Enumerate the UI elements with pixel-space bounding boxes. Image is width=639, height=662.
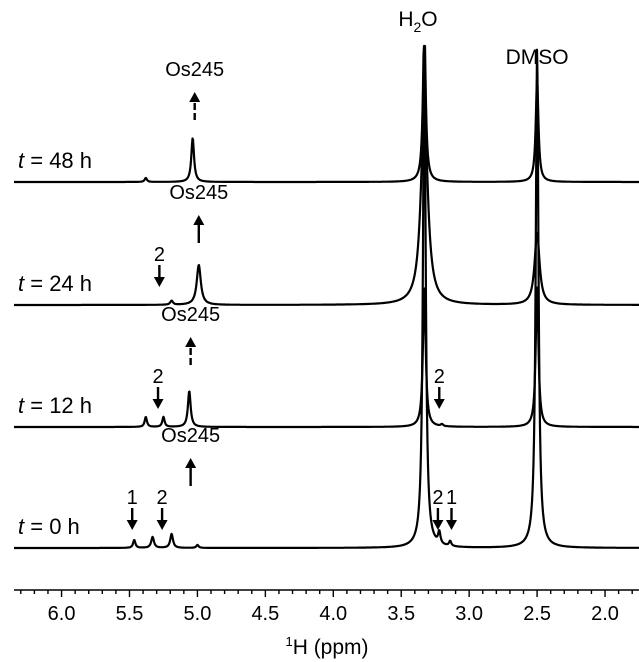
series-3-annotation-4-arrowhead — [446, 520, 457, 530]
series-3-annotation-2-label: 2 — [157, 487, 168, 509]
x-tick-label-0: 6.0 — [48, 603, 76, 625]
water-label: H2O — [398, 8, 437, 35]
series-1-annotation-0-label: Os245 — [169, 182, 228, 204]
x-axis: 6.0 5.5 5.0 4.5 4.0 3.5 3.0 2.5 2.0 1H (ppm) — [14, 589, 639, 659]
x-tick-label-4: 4.0 — [319, 603, 347, 625]
series-2-annotation-2-label: 2 — [434, 366, 445, 388]
series-3-annotation-0-label: Os245 — [161, 425, 220, 447]
series-label-1: t = 24 h — [18, 271, 92, 296]
series-0-annotation-0-arrowhead — [189, 92, 201, 102]
series-2-annotation-1-arrowhead — [152, 399, 164, 409]
x-tick-label-1: 5.5 — [116, 603, 144, 625]
series-3-annotation-1-arrowhead — [126, 520, 138, 530]
series-1-annotation-1-label: 2 — [154, 244, 165, 266]
series-2-annotation-0-label: Os245 — [161, 304, 220, 326]
spectrum-trace-2 — [13, 286, 639, 429]
spectrum-trace-3 — [13, 48, 639, 550]
series-label-3: t = 0 h — [18, 514, 80, 539]
series-2-annotation-0-arrowhead — [185, 337, 197, 347]
x-tick-label-6: 3.0 — [455, 603, 483, 625]
series-label-2: t = 12 h — [18, 393, 92, 418]
series-3-annotation-3-arrowhead — [432, 520, 444, 530]
series-2-annotation-2-arrowhead — [433, 399, 445, 409]
series-3-annotation-3-label: 2 — [432, 487, 443, 509]
spectrum-trace-1 — [13, 104, 639, 307]
series-0-annotation-0-label: Os245 — [165, 59, 224, 81]
x-tick-label-7: 2.5 — [523, 603, 551, 625]
spectrum-trace-0 — [13, 44, 639, 184]
series-label-0: t = 48 h — [18, 148, 92, 173]
x-tick-label-2: 5.0 — [184, 603, 212, 625]
series-1-annotation-1-arrowhead — [153, 277, 165, 287]
x-tick-label-8: 2.0 — [591, 603, 619, 625]
series-1-annotation-0-arrowhead — [193, 215, 205, 225]
series-label-layer: t = 48 h t = 24 h t = 12 h t = 0 h — [18, 148, 92, 539]
series-3-annotation-1-label: 1 — [127, 487, 138, 509]
series-3-annotation-2-arrowhead — [156, 520, 168, 530]
series-3-annotation-4-label: 1 — [446, 487, 457, 509]
series-3-annotation-0-arrowhead — [185, 458, 197, 468]
x-axis-title: 1H (ppm) — [285, 634, 368, 659]
dmso-label: DMSO — [506, 46, 569, 69]
x-tick-label-3: 4.5 — [251, 603, 279, 625]
series-2-annotation-1-label: 2 — [152, 366, 163, 388]
spectra-layer — [13, 44, 639, 550]
x-tick-label-5: 3.5 — [387, 603, 415, 625]
